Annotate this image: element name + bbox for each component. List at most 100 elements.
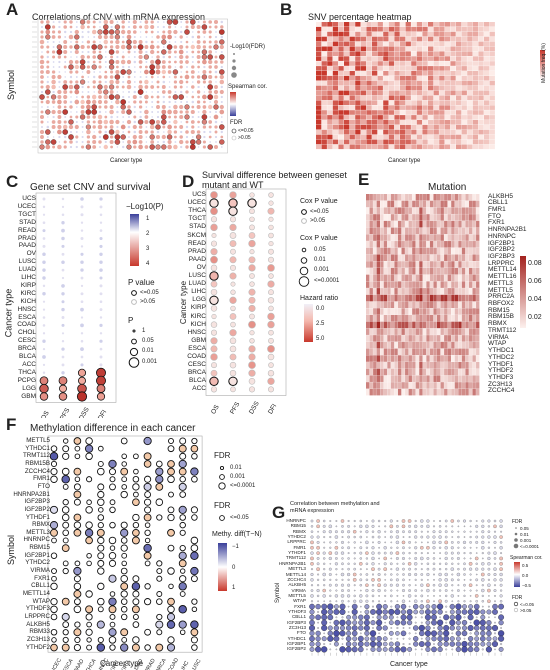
dot-a — [116, 146, 119, 148]
dot-a — [58, 25, 61, 29]
heat-cell-e — [465, 382, 469, 389]
dot-a — [196, 25, 201, 29]
dot-g — [499, 535, 503, 539]
dot-a — [132, 139, 138, 145]
heat-cell-e — [461, 247, 466, 255]
dot-a — [63, 145, 67, 149]
dot-a — [202, 59, 207, 65]
heat-cell-e — [405, 200, 409, 208]
dot-a — [151, 116, 153, 118]
heat-cell-e — [461, 234, 466, 241]
heat-cell-e — [394, 388, 398, 396]
heat-cell-b — [439, 36, 445, 42]
heat-cell-e — [380, 321, 384, 329]
heat-cell-e — [468, 301, 473, 309]
heat-cell-e — [444, 241, 448, 248]
heat-cell-e — [412, 355, 416, 362]
dot-g — [346, 614, 351, 620]
heat-cell-b — [433, 31, 439, 37]
dot-f — [97, 552, 105, 560]
dot-g — [376, 625, 382, 631]
dot-g — [365, 524, 369, 529]
dot-a — [109, 40, 114, 44]
heat-cell-b — [484, 36, 490, 42]
heat-cell-e — [451, 261, 455, 268]
dot-g — [475, 562, 478, 565]
heat-cell-e — [373, 267, 377, 275]
dot-a — [122, 51, 124, 53]
dot-g — [420, 545, 424, 550]
heat-cell-b — [422, 51, 428, 56]
heat-cell-b — [377, 31, 383, 37]
dot-g — [333, 625, 340, 631]
heat-cell-b — [484, 139, 490, 145]
dot-f — [144, 529, 151, 536]
dot-g — [316, 588, 320, 593]
dot-a — [207, 94, 214, 100]
dot-g — [322, 551, 326, 555]
dot-g — [469, 557, 472, 560]
heat-cell-b — [428, 139, 434, 145]
row-label-g: METTL14 — [285, 571, 306, 577]
heat-cell-b — [461, 51, 467, 56]
dot-a — [120, 124, 126, 130]
dot-a — [185, 80, 189, 84]
heat-cell-b — [377, 51, 383, 56]
dot-a — [203, 135, 206, 139]
dot-c — [99, 197, 103, 201]
row-label-c: BLCA — [19, 353, 36, 360]
xlabel-f: Cancer type — [100, 659, 144, 668]
dot-f — [121, 636, 128, 643]
heat-cell-e — [387, 274, 391, 282]
dot-g — [480, 635, 486, 642]
heat-cell-b — [439, 56, 445, 61]
dot-c — [42, 197, 46, 201]
dot-a — [79, 19, 86, 25]
heat-cell-e — [458, 368, 462, 376]
heat-cell-b — [456, 71, 462, 76]
heat-cell-e — [433, 254, 437, 261]
dot-d — [249, 249, 255, 255]
dot-f — [179, 568, 186, 574]
heat-cell-b — [316, 26, 322, 32]
dot-f — [50, 445, 58, 452]
dot-g — [359, 562, 363, 566]
heat-cell-b — [411, 22, 417, 27]
heat-cell-e — [419, 335, 423, 342]
heat-cell-e — [397, 341, 402, 349]
dot-f — [50, 528, 58, 537]
heat-cell-b — [332, 75, 339, 81]
dot-a — [52, 21, 55, 23]
heat-cell-b — [338, 134, 344, 140]
heat-cell-e — [472, 274, 476, 282]
heat-cell-e — [390, 348, 395, 356]
dot-a — [162, 125, 166, 129]
heat-cell-b — [444, 129, 451, 135]
dot-a — [138, 144, 143, 150]
heat-cell-e — [376, 308, 380, 315]
dot-g — [340, 572, 345, 577]
dot-a — [63, 65, 67, 69]
heat-cell-e — [429, 355, 434, 362]
heat-cell-e — [383, 294, 388, 302]
dot-a — [74, 44, 80, 50]
heat-cell-b — [355, 124, 361, 130]
row-label-c: STAD — [19, 218, 36, 226]
row-label-c: TGCT — [18, 210, 36, 218]
dot-c — [77, 368, 87, 377]
heat-cell-b — [360, 100, 367, 105]
heat-cell-e — [447, 241, 451, 248]
dot-a — [201, 54, 208, 60]
heat-cell-e — [376, 254, 380, 261]
heat-cell-b — [478, 36, 484, 42]
dot-g — [461, 625, 468, 631]
dot-g — [322, 524, 326, 528]
dot-f — [143, 513, 152, 522]
heat-cell-b — [467, 51, 473, 56]
heat-cell-e — [476, 314, 480, 322]
legend-a-size-dot — [232, 59, 236, 63]
dot-g — [352, 636, 358, 642]
dot-f — [178, 582, 187, 591]
dot-a — [58, 86, 61, 88]
heat-cell-b — [484, 75, 490, 81]
